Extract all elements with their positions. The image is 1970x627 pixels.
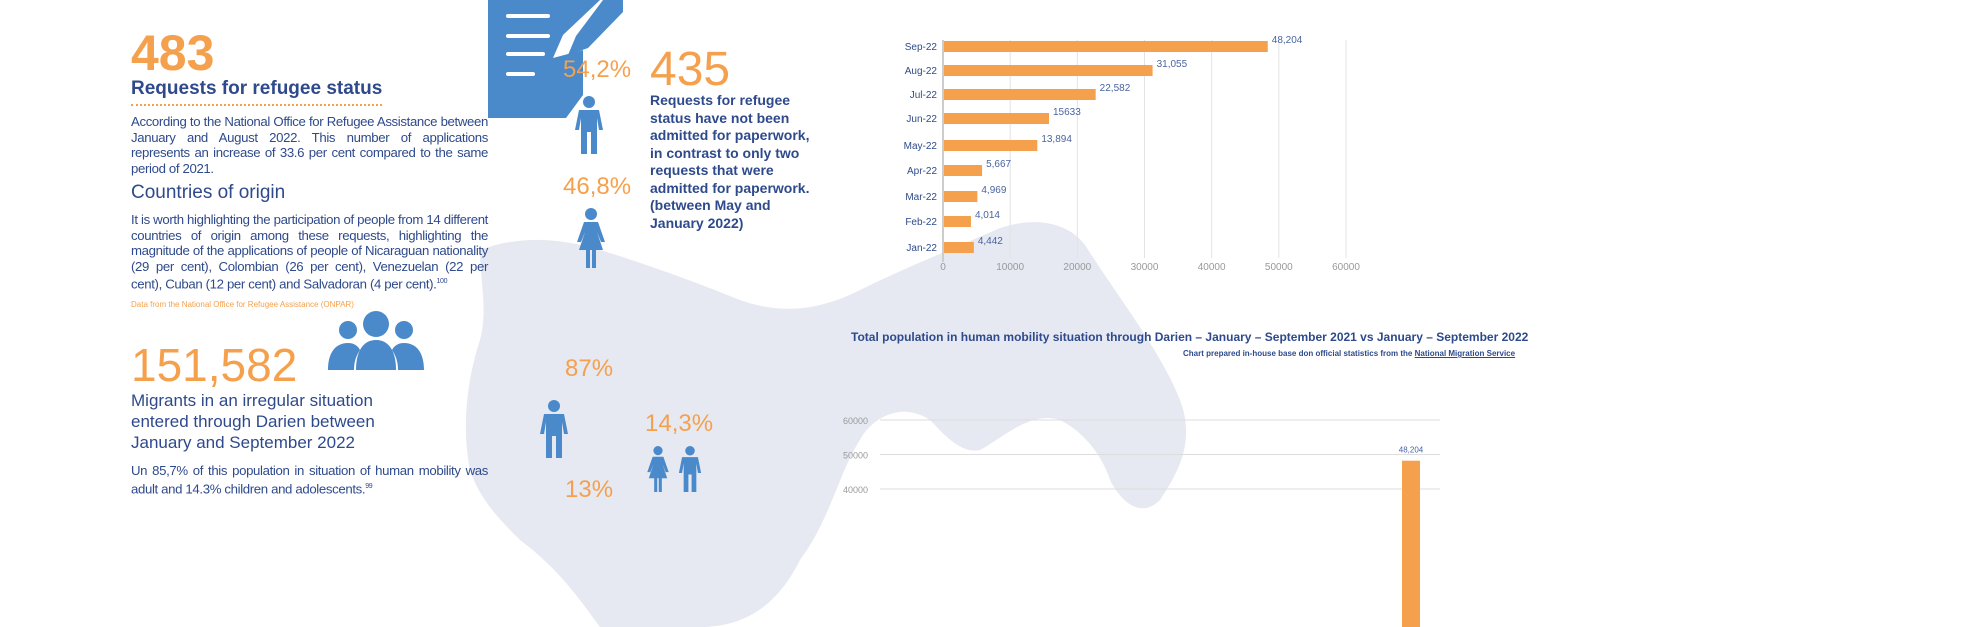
countries-heading: Countries of origin [131, 182, 286, 203]
y-tick-label: 60000 [843, 416, 868, 426]
girl-icon [647, 446, 669, 492]
migrants-body: Un 85,7% of this population in situation… [131, 463, 488, 496]
bar-value-label: 48,204 [1399, 446, 1424, 455]
adult-person-icon [540, 400, 568, 458]
migrants-section: 151,582 Migrants in an irregular situati… [131, 342, 488, 496]
not-admitted-number: 435 [650, 43, 731, 96]
bar [1402, 460, 1420, 627]
boy-icon [678, 446, 702, 492]
other-percent: 13% [565, 476, 614, 503]
darien-chart-subtitle: Chart prepared in-house base don officia… [1183, 349, 1515, 358]
refugee-requests-number: 483 [131, 25, 215, 81]
migrants-title: Migrants in an irregular situation enter… [131, 391, 375, 452]
countries-body: It is worth highlighting the participati… [131, 212, 488, 292]
child-percent: 14,3% [645, 410, 714, 437]
footnote: 100 [436, 278, 448, 285]
male-person-icon [575, 96, 603, 154]
refugee-section: 483 Requests for refugee status Accordin… [131, 28, 488, 310]
migrants-body-text: Un 85,7% of this population in situation… [131, 463, 488, 496]
migrants-number: 151,582 [131, 339, 298, 391]
source-note: Data from the National Office for Refuge… [131, 299, 354, 309]
national-migration-service-link[interactable]: National Migration Service [1414, 349, 1516, 358]
document-pen-icon [488, 0, 623, 118]
y-tick-label: 40000 [843, 485, 868, 495]
footnote: 99 [365, 482, 373, 490]
female-person-icon [577, 208, 605, 268]
not-admitted-body: Requests for refugee status have not bee… [650, 92, 810, 231]
subtitle-text: Chart prepared in-house base don officia… [1183, 349, 1413, 358]
refugee-requests-body: According to the National Office for Ref… [131, 114, 488, 176]
adult-percent: 87% [565, 355, 614, 382]
male-percent: 54,2% [563, 56, 632, 83]
refugee-requests-title: Requests for refugee status [131, 78, 383, 106]
darien-chart-title: Total population in human mobility situa… [851, 330, 1529, 344]
group-icon [328, 311, 424, 370]
y-tick-label: 50000 [843, 451, 868, 461]
countries-text: It is worth highlighting the participati… [131, 212, 488, 292]
female-percent: 46,8% [563, 173, 632, 200]
